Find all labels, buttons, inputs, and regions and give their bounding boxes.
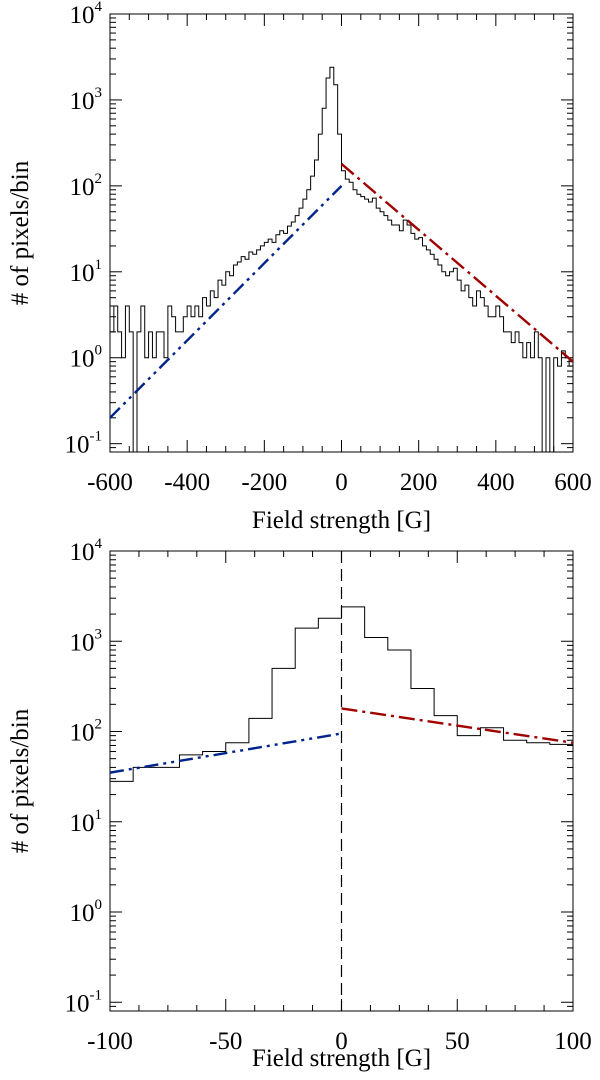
plot-frame — [109, 550, 574, 1012]
y-tick-label: 103 — [70, 626, 103, 656]
y-axis-title: # of pixels/bin — [7, 160, 34, 305]
y-tick-exponent: 2 — [95, 717, 103, 733]
y-tick-mantissa: 10 — [70, 88, 95, 115]
positive-fit-line — [341, 707, 573, 744]
y-tick-label: 100 — [70, 897, 103, 927]
y-tick-label: 102 — [70, 171, 103, 201]
x-tick-label: -100 — [87, 1028, 133, 1055]
y-tick-mantissa: 10 — [70, 260, 95, 287]
y-tick-exponent: -1 — [90, 429, 103, 445]
histogram-series — [110, 66, 573, 452]
y-tick-exponent: 0 — [95, 897, 103, 913]
y-tick-mantissa: 10 — [65, 990, 90, 1017]
y-tick-mantissa: 10 — [70, 629, 95, 656]
x-tick-label: 400 — [477, 469, 515, 496]
x-tick-label: -400 — [164, 469, 210, 496]
y-tick-mantissa: 10 — [70, 720, 95, 747]
y-tick-exponent: 1 — [95, 807, 103, 823]
y-tick-exponent: 3 — [95, 626, 103, 642]
x-tick-label: -200 — [241, 469, 287, 496]
y-tick-exponent: 0 — [95, 343, 103, 359]
y-tick-mantissa: 10 — [70, 2, 95, 29]
x-axis-title: Field strength [G] — [252, 507, 431, 534]
y-tick-exponent: 4 — [95, 0, 103, 15]
y-tick-label: 101 — [70, 257, 103, 287]
x-tick-label: -50 — [209, 1028, 242, 1055]
x-tick-label: 50 — [445, 1028, 470, 1055]
x-tick-label: 0 — [335, 1028, 348, 1055]
y-tick-mantissa: 10 — [70, 539, 95, 566]
x-tick-label: 200 — [400, 469, 438, 496]
x-tick-label: 0 — [335, 469, 348, 496]
y-tick-label: 104 — [70, 0, 103, 29]
negative-fit-line — [110, 185, 343, 419]
y-tick-exponent: 3 — [95, 85, 103, 101]
y-tick-label: 102 — [70, 717, 103, 747]
y-tick-label: 104 — [70, 536, 103, 566]
y-axis-title: # of pixels/bin — [7, 708, 34, 853]
y-tick-exponent: 4 — [95, 536, 103, 552]
y-tick-mantissa: 10 — [70, 810, 95, 837]
x-tick-label: 100 — [554, 1028, 592, 1055]
y-tick-exponent: -1 — [90, 987, 103, 1003]
negative-fit-line — [110, 732, 342, 774]
plot-data — [110, 66, 573, 452]
y-tick-exponent: 1 — [95, 257, 103, 273]
y-tick-mantissa: 10 — [70, 174, 95, 201]
y-tick-mantissa: 10 — [70, 900, 95, 927]
histogram-series — [110, 606, 573, 782]
plot-frame — [109, 13, 574, 453]
y-tick-label: 101 — [70, 807, 103, 837]
y-tick-label: 100 — [70, 343, 103, 373]
y-tick-label: 10-1 — [65, 429, 103, 459]
y-tick-mantissa: 10 — [70, 346, 95, 373]
y-tick-mantissa: 10 — [65, 432, 90, 459]
y-tick-label: 10-1 — [65, 987, 103, 1017]
x-tick-label: 600 — [554, 469, 592, 496]
plot-data — [110, 551, 573, 1011]
positive-fit-line — [340, 163, 573, 363]
chart-top: -600 -400 -200 0 200 400 60010-110010110210310… — [7, 0, 592, 534]
y-tick-label: 103 — [70, 85, 103, 115]
x-tick-label: -600 — [87, 469, 133, 496]
x-axis-title: Field strength [G] — [252, 1045, 431, 1072]
y-tick-exponent: 2 — [95, 171, 103, 187]
